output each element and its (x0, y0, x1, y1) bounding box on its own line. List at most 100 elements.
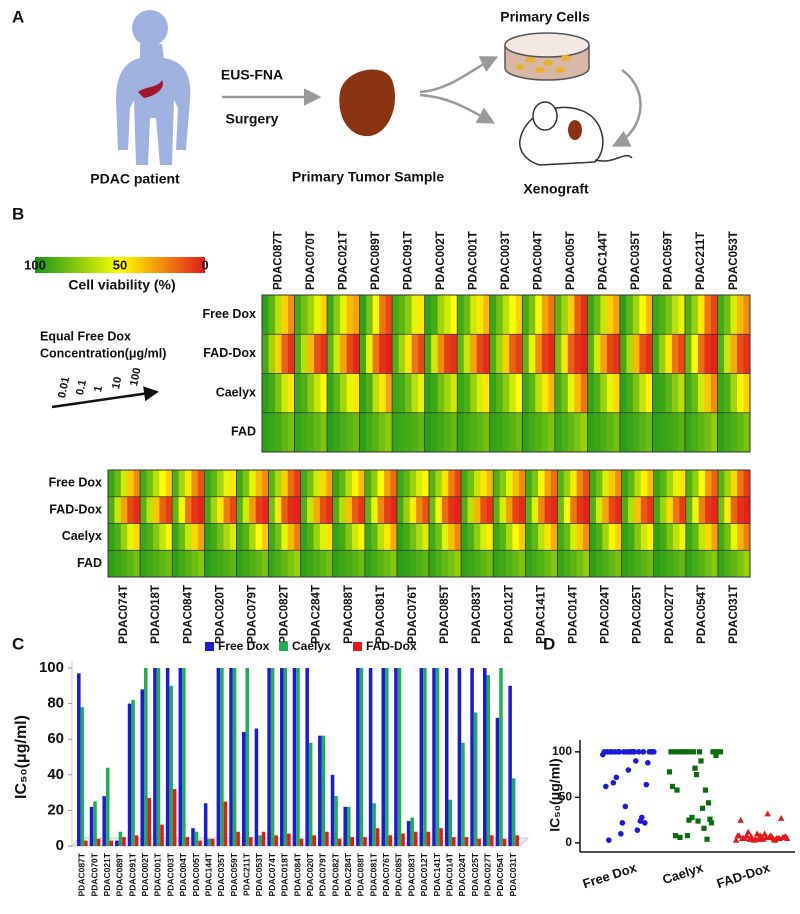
patient-label: PDAC089T (370, 231, 382, 290)
bar (96, 838, 101, 846)
heatmap-cell (480, 496, 488, 524)
heatmap-cell (300, 550, 308, 577)
heatmap-cell (615, 470, 622, 497)
bar (207, 838, 211, 846)
heatmap-cell (595, 550, 603, 577)
heatmap-cell (461, 496, 468, 524)
patient-label: PDAC053T (728, 231, 740, 290)
heatmap-cell (313, 470, 321, 497)
heatmap-cell (326, 496, 333, 524)
heatmap-cell (314, 295, 321, 335)
heatmap-cell (672, 550, 680, 577)
row-label: Caelyx (216, 385, 256, 399)
heatmap-cell (450, 373, 458, 413)
heatmap-cell (710, 373, 718, 413)
heatmap-cell (333, 334, 341, 374)
arrow (419, 93, 496, 124)
heatmap-cell (640, 496, 648, 524)
heatmap-cell (660, 496, 667, 524)
heatmap-cell (418, 373, 425, 413)
heatmap-cell (358, 550, 366, 577)
heatmap-cell (294, 523, 301, 551)
heatmap-cell (645, 412, 653, 452)
bar (292, 668, 297, 846)
heatmap-cell (377, 550, 385, 577)
heatmap-cell (178, 550, 186, 577)
heatmap-cell (210, 496, 218, 524)
petri-dish (504, 32, 590, 81)
heatmap-cell (697, 412, 705, 452)
heatmap-cell (281, 412, 289, 452)
patient-label: PDAC027T (664, 585, 676, 644)
heatmap-cell (275, 373, 282, 413)
heatmap-cell (550, 523, 558, 551)
bar (287, 833, 291, 846)
bar (337, 838, 342, 846)
heatmap-cell (531, 470, 539, 497)
heatmap-cell (522, 373, 530, 413)
heatmap-cell (672, 523, 680, 551)
heatmap-cell (470, 412, 478, 452)
row-label: FAD-Dox (203, 346, 256, 360)
heatmap-cell (140, 550, 147, 577)
dot (603, 783, 609, 790)
heatmap-cell (470, 334, 478, 374)
dot (701, 825, 707, 831)
colorbar (35, 257, 205, 273)
heatmap-cell (548, 334, 556, 374)
heatmap-cell (217, 496, 224, 524)
heatmap-cell (576, 550, 584, 577)
bar (363, 837, 367, 846)
x-tick-label: PDAC087T (77, 852, 87, 896)
heatmap-cell (470, 295, 478, 335)
heatmap-cell (538, 496, 545, 524)
heatmap-cell (583, 470, 590, 497)
heatmap-cell (437, 373, 445, 413)
x-tick-label: PDAC002T (140, 852, 150, 896)
heatmap-cell (685, 523, 693, 551)
heatmap-cell (512, 496, 520, 524)
heatmap-cell (320, 295, 328, 335)
dot (610, 779, 617, 786)
panel-label: C (12, 634, 24, 653)
heatmap-cell (405, 412, 412, 452)
heatmap-cell (340, 412, 347, 452)
heatmap-cell (541, 334, 549, 374)
dot (637, 818, 644, 824)
heatmap-cell (274, 470, 282, 497)
bar (511, 778, 516, 846)
heatmap-cell (326, 470, 333, 497)
heatmap-cell (384, 496, 391, 524)
heatmap-cell (476, 373, 484, 413)
heatmap-cell (450, 334, 458, 374)
heatmap-cell (602, 523, 610, 551)
heatmap-cell (392, 295, 399, 335)
patient-label: PDAC002T (435, 231, 447, 290)
heatmap-cell (619, 334, 627, 374)
heatmap-cell (480, 470, 488, 497)
heatmap-cell (405, 334, 412, 374)
heatmap-cell (384, 523, 391, 551)
heatmap-cell (403, 496, 411, 524)
heatmap-cell (679, 523, 687, 551)
heatmap-cell (589, 470, 597, 497)
heatmap-cell (327, 334, 334, 374)
heatmap-cell (502, 373, 510, 413)
bar (346, 806, 351, 846)
heatmap-cell (262, 550, 269, 577)
heatmap-cell (557, 470, 565, 497)
heatmap-cell (281, 334, 289, 374)
heatmap-cell (197, 550, 205, 577)
heatmap-cell (418, 334, 425, 374)
bar (312, 835, 316, 846)
dot (633, 758, 639, 764)
heatmap-cell (262, 373, 269, 413)
dot (740, 834, 747, 841)
heatmap-cell (705, 496, 712, 524)
concentration-label: Equal Free Dox (40, 329, 131, 343)
heatmap-cell (736, 334, 744, 374)
heatmap-cell (435, 470, 443, 497)
dot (702, 787, 709, 793)
heatmap-cell (525, 470, 533, 497)
heatmap-cell (223, 523, 231, 551)
